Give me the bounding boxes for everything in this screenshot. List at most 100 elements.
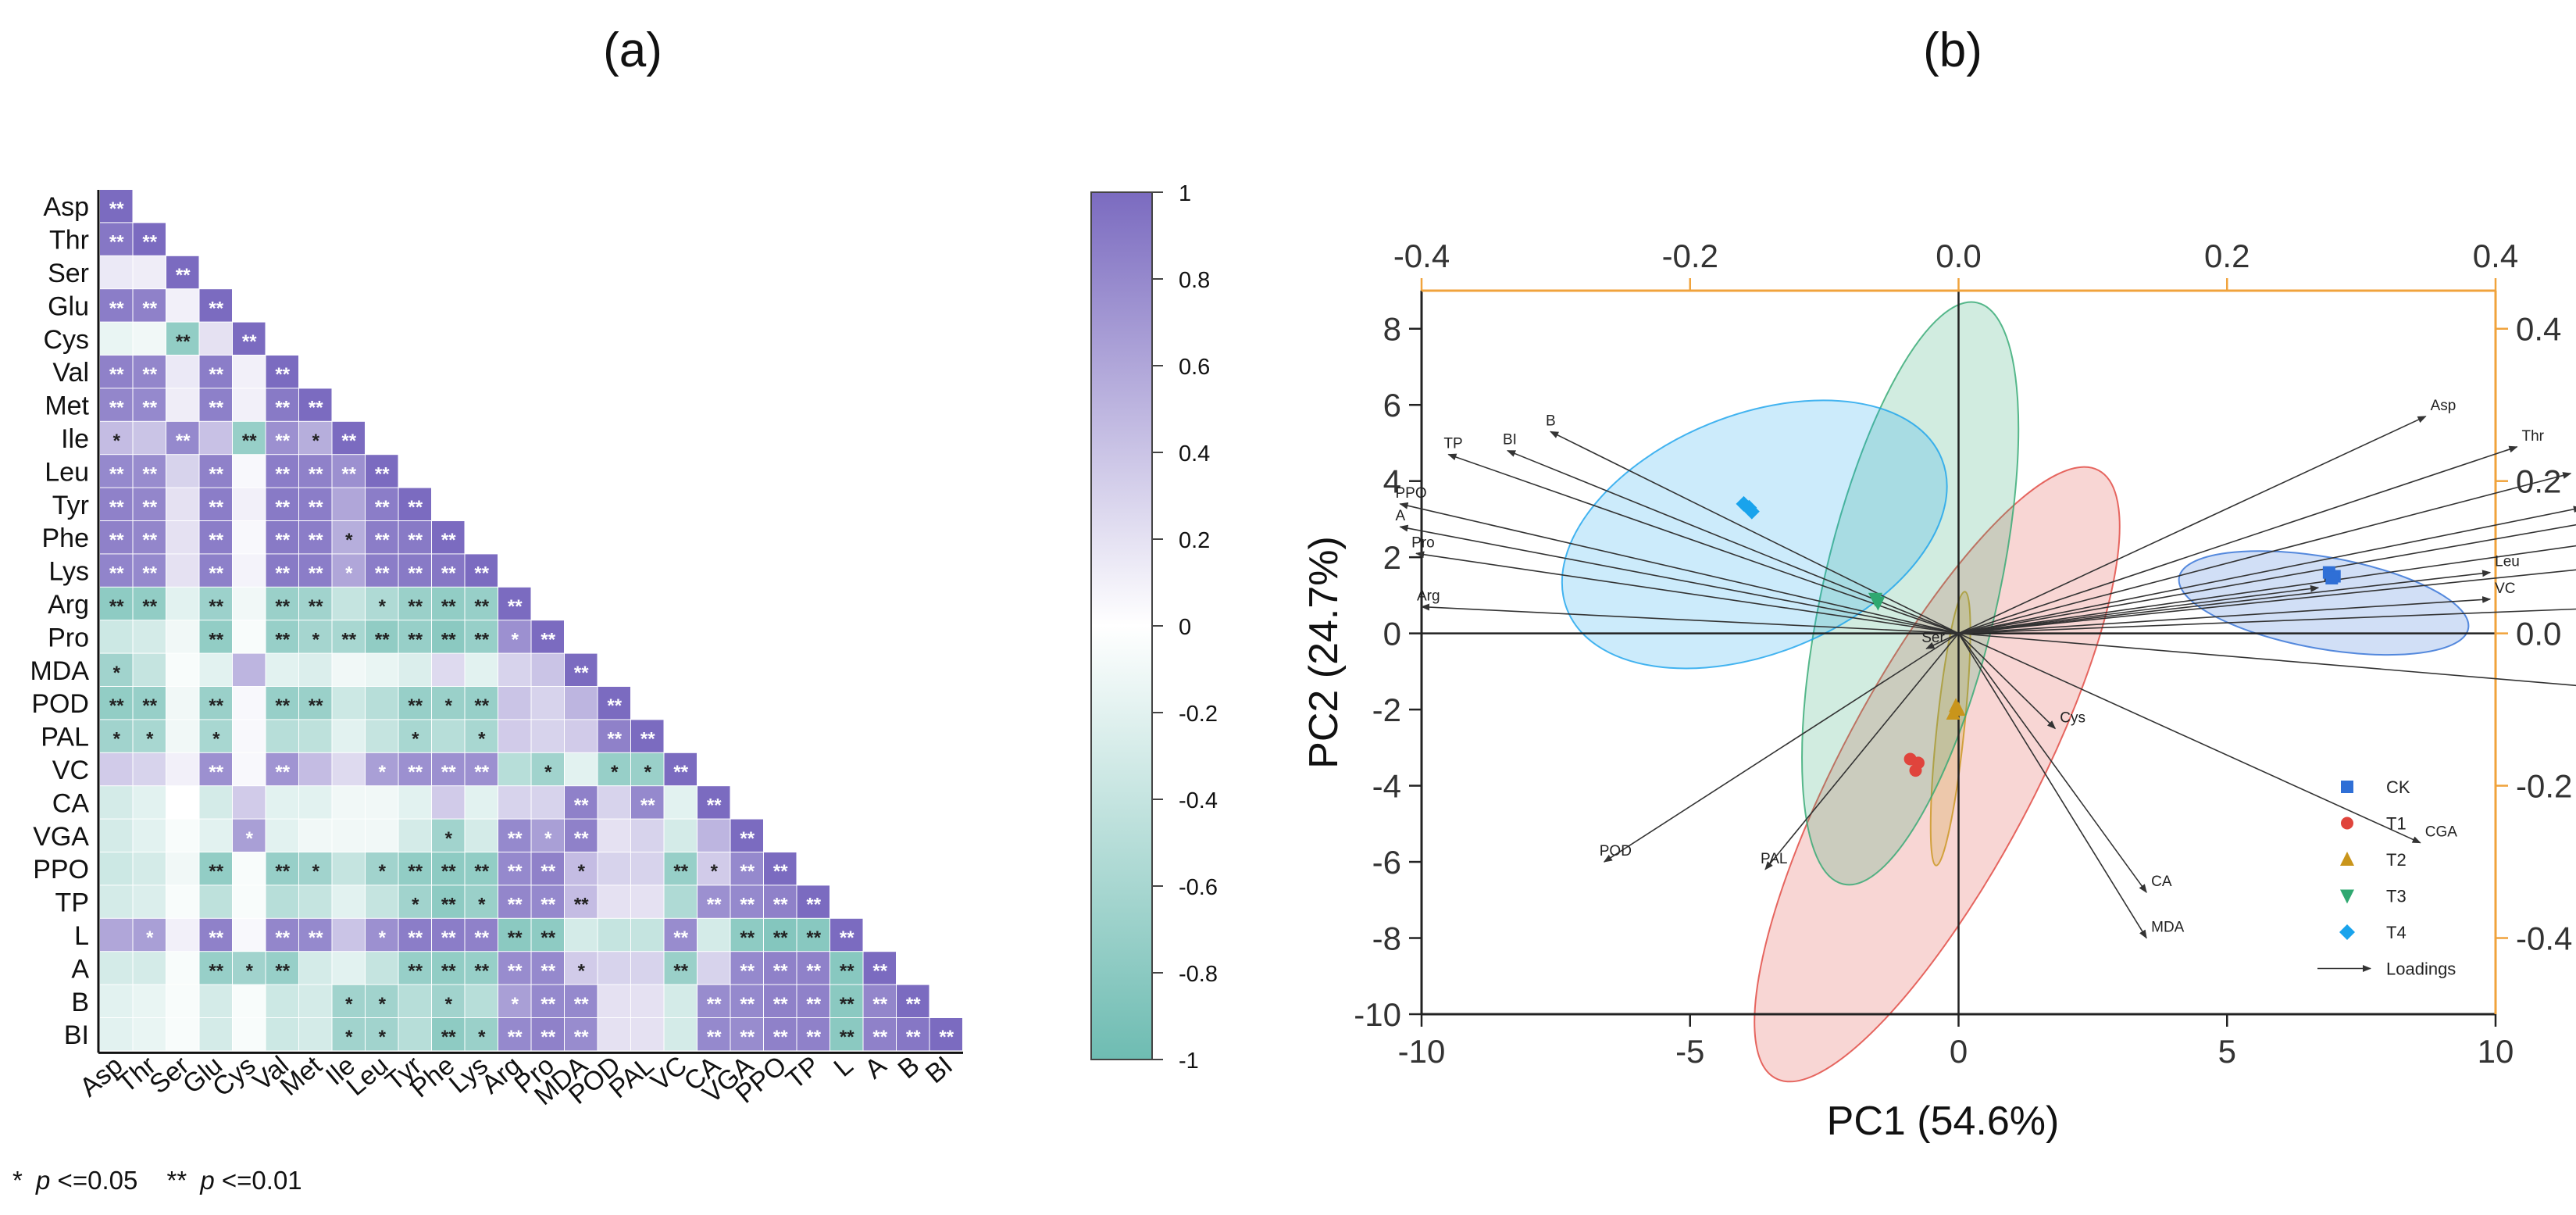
- loading-label-ca: CA: [2151, 874, 2172, 890]
- cell-ca-mda: [565, 786, 598, 819]
- legend-label-t1: T1: [2386, 814, 2407, 834]
- cell-mda-met: [299, 653, 332, 686]
- cell-ppo-val: [266, 852, 298, 885]
- cell-ser-ser: [166, 256, 199, 289]
- cell-pod-lys: [465, 687, 498, 720]
- colorbar-tick-label: -0.8: [1179, 962, 1218, 987]
- cell-pal-pro: [531, 720, 564, 752]
- legend-label-ck: CK: [2386, 777, 2410, 797]
- cell-met-glu: [199, 388, 232, 421]
- ellipse-t4: [1561, 399, 1948, 670]
- sig-mark-b-ile: *: [345, 994, 353, 1015]
- cell-leu-ser: [166, 455, 199, 488]
- cell-ppo-met: [299, 852, 332, 885]
- cell-a-mda: [565, 952, 598, 985]
- loading-arrow-thr: [1958, 445, 2518, 634]
- cell-a-a: [863, 952, 896, 985]
- sig-mark-asp-asp: **: [109, 198, 124, 220]
- sig-mark-pal-pal: **: [640, 729, 655, 750]
- row-label-pro: Pro: [48, 623, 89, 652]
- point-t2: [1951, 702, 1966, 716]
- sig-mark-vc-leu: *: [379, 762, 387, 783]
- cell-pro-thr: [133, 620, 166, 653]
- loading-arrow-glu: [1958, 524, 2576, 634]
- cell-phe-asp: [100, 521, 133, 554]
- cell-ppo-cys: [233, 852, 266, 885]
- cell-vga-ile: [332, 819, 365, 852]
- sig-mark-lys-met: **: [309, 563, 323, 584]
- sig-mark-met-thr: **: [142, 398, 157, 419]
- sig-mark-arg-lys: **: [474, 596, 489, 617]
- sig-mark-bi-arg: **: [508, 1027, 523, 1048]
- cell-cys-glu: [199, 322, 232, 355]
- loading-label-asp: Asp: [2431, 398, 2456, 414]
- row-label-vc: VC: [52, 756, 89, 785]
- cell-a-pal: [631, 952, 664, 985]
- cell-met-thr: [133, 388, 166, 421]
- row-label-b: B: [71, 988, 89, 1017]
- sig-mark-ppo-pro: **: [541, 861, 555, 882]
- cell-vc-pal: [631, 752, 664, 786]
- cell-mda-phe: [432, 653, 465, 686]
- cell-tp-arg: [498, 885, 531, 918]
- point-t4: [1743, 503, 1760, 520]
- cell-ca-pod: [598, 786, 630, 819]
- colorbar-tick-label: 0.8: [1179, 268, 1210, 293]
- cell-ca-asp: [100, 786, 133, 819]
- cell-l-thr: [133, 918, 166, 952]
- loading-arrow-ile: [1958, 584, 2320, 634]
- cell-l-leu: [366, 918, 398, 952]
- cell-a-cys: [233, 952, 266, 985]
- sig-mark-a-lys: **: [474, 960, 489, 981]
- loading-arrow-met: [1958, 472, 2572, 634]
- cell-tp-val: [266, 885, 298, 918]
- sig-mark-pod-asp: **: [109, 695, 124, 716]
- cell-tp-ca: [698, 885, 730, 918]
- cell-pro-arg: [498, 620, 531, 653]
- cell-ile-met: [299, 421, 332, 455]
- cell-phe-val: [266, 521, 298, 554]
- loading-arrow-a: [1399, 524, 1959, 634]
- sig-mark-vc-glu: **: [209, 762, 223, 783]
- sig-mark-l-arg: **: [508, 927, 523, 949]
- cell-pro-phe: [432, 620, 465, 653]
- cell-pod-pro: [531, 687, 564, 720]
- loading-arrow-tp: [1447, 453, 1959, 634]
- cell-ppo-thr: [133, 852, 166, 885]
- cell-tyr-asp: [100, 488, 133, 520]
- cell-ppo-phe: [432, 852, 465, 885]
- sig-mark-phe-ile: *: [345, 530, 353, 551]
- sig-mark-pod-thr: **: [142, 695, 157, 716]
- cell-phe-glu: [199, 521, 232, 554]
- cell-b-leu: [366, 985, 398, 1017]
- sig-mark-ppo-vc: **: [673, 861, 688, 882]
- cell-bi-tp: [797, 1018, 830, 1051]
- top-tick-label: -0.2: [1662, 238, 1718, 274]
- cell-vc-vc: [664, 752, 697, 786]
- cell-vga-phe: [432, 819, 465, 852]
- cell-b-ppo: [764, 985, 797, 1017]
- cell-arg-val: [266, 587, 298, 620]
- sig-mark-ppo-glu: **: [209, 861, 223, 882]
- cell-bi-bi: [929, 1018, 962, 1051]
- sig-mark-ca-mda: **: [574, 795, 589, 816]
- sig-mark-ca-ca: **: [707, 795, 722, 816]
- sig-mark-glu-asp: **: [109, 298, 124, 319]
- loading-label-ppo: PPO: [1396, 485, 1427, 502]
- panel-label-b: (b): [1923, 23, 1982, 77]
- sig-mark-leu-glu: **: [209, 463, 223, 484]
- cell-val-ser: [166, 356, 199, 388]
- loading-arrow-ser: [1925, 632, 1959, 649]
- cell-mda-mda: [565, 653, 598, 686]
- cell-bi-tyr: [398, 1018, 431, 1051]
- cell-pal-glu: [199, 720, 232, 752]
- cell-ppo-lys: [465, 852, 498, 885]
- sig-mark-b-pro: **: [541, 994, 555, 1015]
- cell-leu-cys: [233, 455, 266, 488]
- cell-ca-arg: [498, 786, 531, 819]
- loading-arrow-ca: [1957, 633, 2147, 893]
- cell-leu-thr: [133, 455, 166, 488]
- cell-vc-pod: [598, 752, 630, 786]
- row-label-arg: Arg: [48, 590, 89, 620]
- sig-mark-pod-glu: **: [209, 695, 223, 716]
